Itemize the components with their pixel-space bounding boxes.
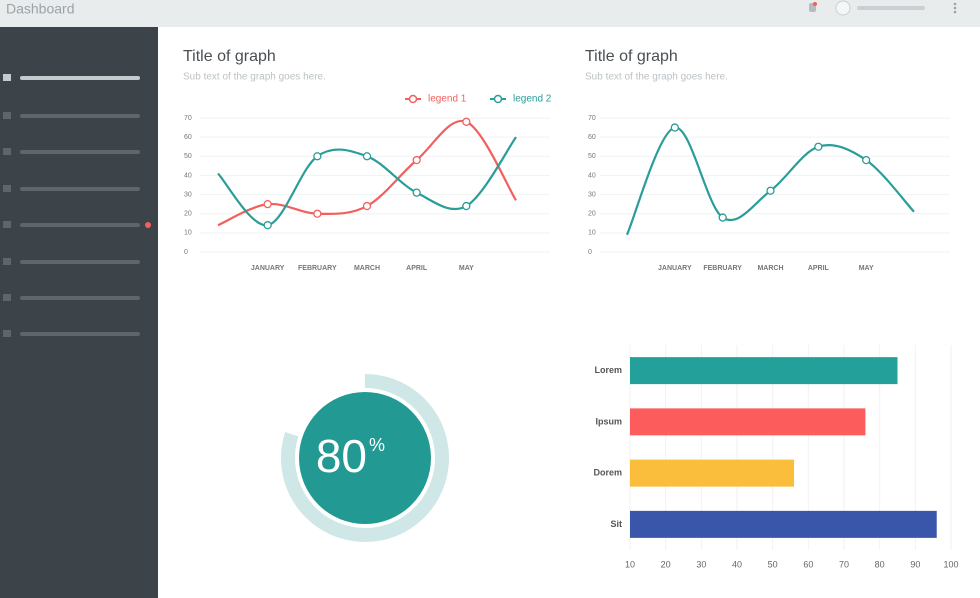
y-tick-label: 70 <box>588 115 596 122</box>
x-tick-label: 20 <box>661 559 671 569</box>
data-point <box>412 188 421 197</box>
x-tick-label: 60 <box>803 559 813 569</box>
bar <box>630 459 795 487</box>
x-tick-label: MARCH <box>354 265 380 272</box>
menu-dots[interactable] <box>953 2 957 14</box>
bar <box>630 510 937 538</box>
y-tick-label: 10 <box>588 230 596 237</box>
data-point <box>670 123 679 132</box>
progress-value: 80 <box>316 430 367 482</box>
x-tick-label: 30 <box>696 559 706 569</box>
sidebar <box>0 27 158 598</box>
menu-icon[interactable] <box>3 74 11 81</box>
notification-dot <box>813 2 817 6</box>
menu-item[interactable] <box>20 76 140 80</box>
legend-label: legend 2 <box>513 94 552 105</box>
data-point <box>362 201 372 211</box>
legend-marker <box>408 94 418 104</box>
header-title: Dashboard <box>6 1 75 17</box>
data-point <box>462 117 471 126</box>
y-tick-label: 30 <box>588 191 596 198</box>
chart-subtitle: Sub text of the graph goes here. <box>585 72 728 83</box>
y-tick-label: 0 <box>184 249 188 256</box>
bar <box>630 408 866 436</box>
y-tick-label: 40 <box>184 172 192 179</box>
data-point <box>263 199 272 209</box>
category-label: Dorem <box>593 468 622 478</box>
badge-dot <box>145 222 151 228</box>
x-tick-label: 80 <box>875 559 885 569</box>
data-point <box>263 221 272 230</box>
avatar[interactable] <box>835 0 851 16</box>
y-tick-label: 0 <box>588 249 592 256</box>
x-tick-label: 100 <box>943 559 958 569</box>
x-tick-label: 10 <box>625 559 635 569</box>
y-tick-label: 20 <box>184 211 192 218</box>
chart-subtitle: Sub text of the graph goes here. <box>183 72 326 83</box>
y-tick-label: 30 <box>184 191 192 198</box>
x-tick-label: APRIL <box>808 265 830 272</box>
progress-core <box>299 392 431 524</box>
data-point <box>412 155 421 165</box>
category-label: Ipsum <box>595 416 622 426</box>
progress-ring <box>281 374 449 542</box>
user-name-placeholder <box>857 6 925 10</box>
y-tick-label: 60 <box>588 134 596 141</box>
y-tick-label: 10 <box>184 230 192 237</box>
x-tick-label: FEBRUARY <box>703 265 742 272</box>
y-tick-label: 20 <box>588 211 596 218</box>
x-tick-label: MAY <box>459 265 474 272</box>
progress-unit: % <box>369 435 385 455</box>
x-tick-label: MARCH <box>757 265 783 272</box>
data-point <box>313 152 322 161</box>
category-label: Lorem <box>594 365 622 375</box>
y-tick-label: 50 <box>184 153 192 160</box>
x-tick-label: MAY <box>859 265 874 272</box>
chart-title: Title of graph <box>585 48 678 65</box>
y-tick-label: 60 <box>184 134 192 141</box>
bar <box>630 357 898 385</box>
legend-label: legend 1 <box>428 94 467 105</box>
x-tick-label: 40 <box>732 559 742 569</box>
x-tick-label: APRIL <box>406 265 428 272</box>
y-tick-label: 50 <box>588 153 596 160</box>
data-point <box>718 213 727 222</box>
data-point <box>313 209 322 218</box>
x-tick-label: 50 <box>768 559 778 569</box>
x-tick-label: 90 <box>910 559 920 569</box>
x-tick-label: JANUARY <box>251 265 285 272</box>
data-point <box>766 186 775 195</box>
data-point <box>814 142 823 151</box>
top-bar <box>0 0 980 27</box>
data-point <box>362 152 372 161</box>
y-tick-label: 40 <box>588 172 596 179</box>
legend-marker <box>493 94 503 104</box>
x-tick-label: FEBRUARY <box>298 265 337 272</box>
y-tick-label: 70 <box>184 115 192 122</box>
x-tick-label: JANUARY <box>658 265 692 272</box>
chart-title: Title of graph <box>183 48 276 65</box>
x-tick-label: 70 <box>839 559 849 569</box>
data-point <box>862 155 871 165</box>
sidebar-menu <box>3 74 151 337</box>
data-point <box>462 201 471 211</box>
category-label: Sit <box>610 519 622 529</box>
